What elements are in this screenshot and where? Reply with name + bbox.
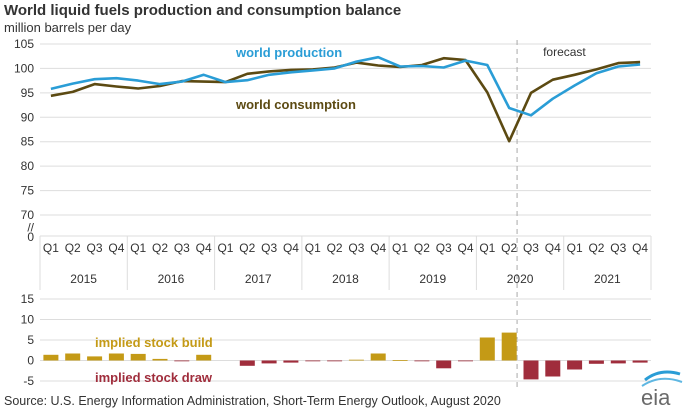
quarter-label: Q4	[458, 241, 474, 255]
quarter-label: Q3	[610, 241, 626, 255]
quarter-label: Q2	[414, 241, 430, 255]
stock-build-bar	[43, 354, 59, 361]
stock-draw-bar	[436, 360, 452, 369]
line-series	[50, 55, 641, 143]
top-y-tick-label: 90	[21, 110, 35, 124]
quarter-label: Q1	[479, 241, 495, 255]
bottom-y-tick-label: 10	[21, 313, 35, 327]
x-axis: Q1 Q2 Q3 Q4 Q1 Q2 Q3 Q4 Q1 Q2 Q3 Q4 Q1 Q2 Q3 Q4 Q1 Q2 Q3 Q4…	[39, 236, 652, 290]
production-series-label: world production	[235, 45, 342, 60]
top-y-tick-label: 70	[21, 208, 35, 222]
stock-build-bar	[348, 359, 364, 361]
top-y-tick-label: 95	[21, 86, 35, 100]
quarter-label: Q4	[545, 241, 561, 255]
quarter-label: Q4	[632, 241, 648, 255]
year-label: 2015	[70, 272, 97, 286]
stock-build-bar	[87, 356, 103, 361]
stock-draw-bar	[327, 360, 343, 362]
quarter-label: Q3	[436, 241, 452, 255]
stock-draw-bar	[588, 360, 604, 364]
top-y-tick-label: 105	[14, 37, 34, 51]
quarter-label: Q1	[217, 241, 233, 255]
stock-draw-bar	[239, 360, 255, 366]
quarter-label: Q1	[43, 241, 59, 255]
stock-bars	[43, 332, 648, 380]
chart-subtitle: million barrels per day	[4, 20, 132, 35]
top-y-zero-label: 0	[27, 230, 34, 244]
top-grid	[40, 43, 651, 237]
top-y-axis: 105 100 95 90 85 80 75 70 0//	[14, 37, 35, 244]
quarter-label: Q3	[523, 241, 539, 255]
quarter-label: Q3	[348, 241, 364, 255]
bottom-y-axis: 15 10 5 0 -5	[21, 292, 35, 388]
year-label: 2020	[507, 272, 534, 286]
stock-draw-label: implied stock draw	[95, 370, 213, 385]
stock-draw-bar	[545, 360, 561, 377]
logo-arc-icon	[644, 370, 681, 382]
bottom-y-tick-label: 15	[21, 292, 35, 306]
forecast-label: forecast	[543, 45, 586, 59]
stock-build-label: implied stock build	[95, 335, 213, 350]
top-y-tick-label: 85	[21, 135, 35, 149]
top-y-tick-label: 80	[21, 159, 35, 173]
stock-build-bar	[196, 354, 212, 361]
stock-build-bar	[108, 353, 124, 361]
quarter-label: Q2	[239, 241, 255, 255]
top-y-tick-label: 100	[14, 61, 34, 75]
quarter-label: Q2	[327, 241, 343, 255]
quarter-label: Q4	[196, 241, 212, 255]
stock-draw-bar	[458, 360, 473, 362]
year-label: 2021	[594, 272, 621, 286]
logo-text: eia	[641, 385, 671, 410]
quarter-label: Q4	[283, 241, 299, 255]
quarter-label: Q4	[370, 241, 386, 255]
consumption-series-label: world consumption	[235, 97, 356, 112]
stock-build-bar	[479, 337, 495, 361]
stock-build-bar	[392, 360, 408, 361]
stock-build-bar	[501, 332, 517, 361]
stock-draw-bar	[174, 360, 190, 362]
year-label: 2016	[158, 272, 185, 286]
source-note: Source: U.S. Energy Information Administ…	[4, 394, 501, 408]
chart-title: World liquid fuels production and consum…	[4, 2, 401, 19]
bottom-y-tick-label: 5	[27, 333, 34, 347]
top-y-tick-label: 75	[21, 184, 35, 198]
quarter-label: Q2	[588, 241, 604, 255]
quarter-label: Q1	[567, 241, 583, 255]
stock-draw-bar	[610, 360, 626, 364]
stock-draw-bar	[305, 360, 321, 362]
stock-draw-bar	[632, 360, 648, 363]
quarter-label: Q2	[501, 241, 517, 255]
quarter-label: Q1	[305, 241, 321, 255]
stock-draw-bar	[283, 360, 299, 363]
quarter-label: Q1	[130, 241, 146, 255]
year-label: 2019	[419, 272, 446, 286]
year-label: 2017	[245, 272, 272, 286]
quarter-label: Q3	[87, 241, 103, 255]
stock-build-bar	[130, 353, 146, 361]
quarter-label: Q3	[174, 241, 190, 255]
stock-build-bar	[65, 353, 81, 361]
stock-draw-bar	[567, 360, 583, 370]
stock-draw-bar	[523, 360, 539, 380]
stock-draw-bar	[414, 360, 430, 362]
quarter-label: Q1	[392, 241, 408, 255]
axis-break-mark: //	[27, 221, 34, 235]
stock-build-bar	[152, 358, 168, 361]
quarter-label: Q2	[152, 241, 168, 255]
quarter-label: Q2	[65, 241, 81, 255]
year-label: 2018	[332, 272, 359, 286]
production-line	[50, 55, 641, 117]
quarter-label: Q3	[261, 241, 277, 255]
logo-arc-2-icon	[641, 377, 683, 387]
stock-build-bar	[370, 353, 386, 361]
eia-logo: eia	[641, 370, 683, 410]
bottom-y-tick-label: 0	[27, 354, 34, 368]
quarter-label: Q4	[108, 241, 124, 255]
bottom-y-tick-label: -5	[23, 374, 34, 388]
stock-draw-bar	[261, 360, 277, 364]
